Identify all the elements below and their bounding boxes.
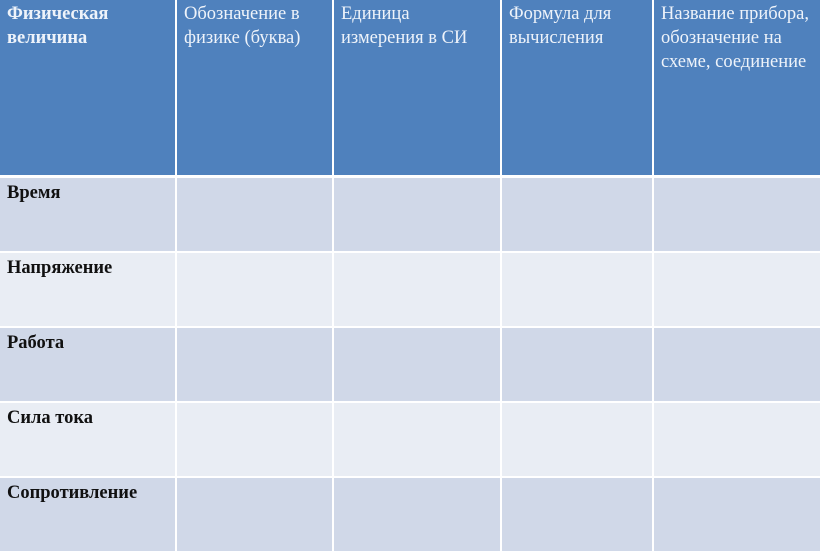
table-cell [500,401,654,478]
row-label: Сила тока [0,401,177,478]
table-row: Работа [0,326,820,403]
table-cell [652,476,820,551]
table-row: Сила тока [0,401,820,478]
table-cell [500,476,654,551]
table-cell [332,326,502,403]
table-cell [332,476,502,551]
table-cell [652,326,820,403]
header-si-unit: Единица измерения в СИ [332,0,502,178]
table-cell [652,251,820,328]
table-row: Сопротивление [0,476,820,551]
table-cell [175,251,334,328]
table-row: Время [0,175,820,253]
header-formula: Формула для вычисления [500,0,654,178]
table-cell [500,175,654,253]
table-cell [500,251,654,328]
table-cell [332,401,502,478]
row-label: Работа [0,326,177,403]
table-cell [332,251,502,328]
header-symbol: Обозначение в физике (буква) [175,0,334,178]
header-device: Название прибора, обозначение на схеме, … [652,0,820,178]
table-cell [175,326,334,403]
row-label: Напряжение [0,251,177,328]
table-row: Напряжение [0,251,820,328]
table-cell [175,401,334,478]
header-row: Физическая величина Обозначение в физике… [0,0,820,178]
table-cell [175,476,334,551]
table-cell [652,401,820,478]
header-quantity: Физическая величина [0,0,177,178]
table-cell [332,175,502,253]
row-label: Сопротивление [0,476,177,551]
row-label: Время [0,175,177,253]
table-cell [175,175,334,253]
table-cell [652,175,820,253]
table-cell [500,326,654,403]
